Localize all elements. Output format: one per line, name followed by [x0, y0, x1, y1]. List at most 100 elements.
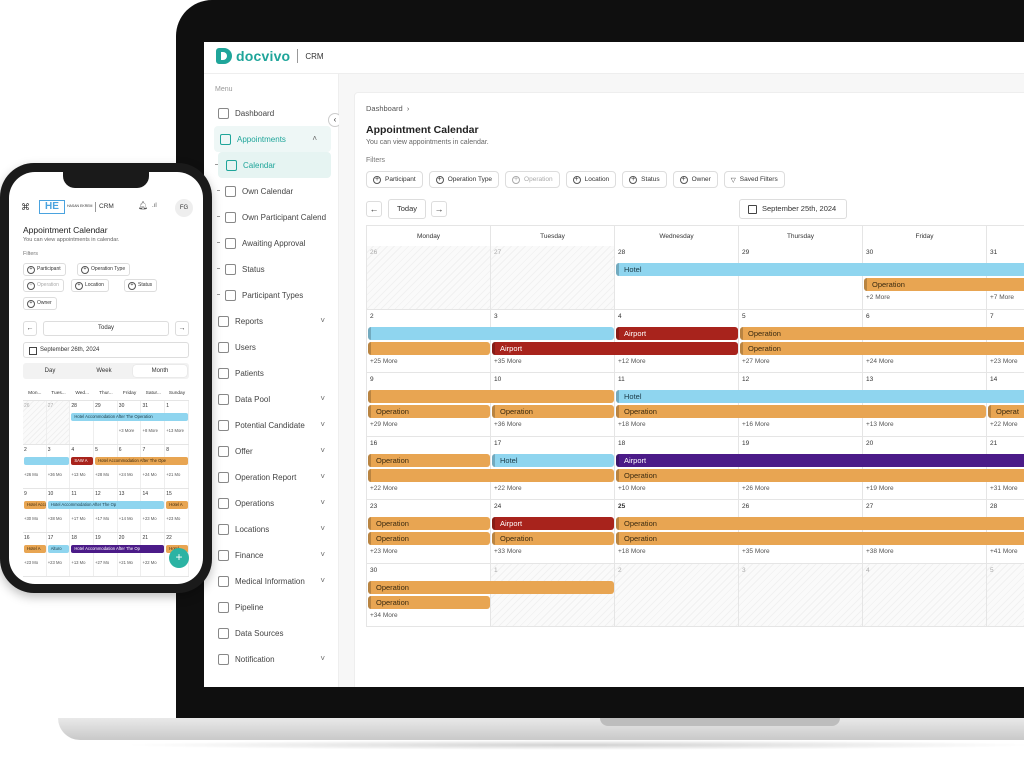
- sidebar-item-medical-information[interactable]: Medical Information ˅: [204, 568, 339, 594]
- calendar-day[interactable]: 26: [367, 246, 491, 309]
- sidebar-item-calendar[interactable]: Calendar: [215, 152, 331, 178]
- calendar-day[interactable]: 26: [739, 500, 863, 563]
- add-appointment-button[interactable]: +: [169, 548, 189, 568]
- filter-status[interactable]: + Status: [622, 171, 667, 188]
- prev-month-button[interactable]: ←: [366, 201, 382, 217]
- calendar-day[interactable]: 17: [491, 436, 615, 499]
- more-events-link[interactable]: +10 More: [618, 484, 646, 492]
- appointment-event[interactable]: Operation: [368, 405, 490, 418]
- more-events-link[interactable]: +8 More: [142, 428, 158, 433]
- calendar-day[interactable]: 5: [739, 309, 863, 372]
- more-events-link[interactable]: +30 Mo: [24, 516, 39, 521]
- breadcrumb-dashboard[interactable]: Dashboard: [366, 104, 403, 113]
- calendar-day[interactable]: 9: [367, 373, 491, 436]
- calendar-day[interactable]: 7: [987, 310, 1024, 373]
- appointment-event[interactable]: Operation: [616, 532, 1024, 545]
- sidebar-item-notification[interactable]: Notification ˅: [204, 646, 339, 672]
- appointment-event[interactable]: Operat: [988, 405, 1024, 418]
- phone-date-picker[interactable]: September 26th, 2024: [23, 342, 189, 358]
- phone-calendar-day[interactable]: 8: [165, 445, 189, 488]
- appointment-event[interactable]: Operation: [368, 532, 490, 545]
- appointment-event[interactable]: Operation: [368, 453, 490, 467]
- more-events-link[interactable]: +29 More: [370, 421, 398, 428]
- calendar-day[interactable]: 27: [491, 246, 615, 309]
- phone-calendar-day[interactable]: 30: [118, 401, 142, 444]
- sidebar-item-operations[interactable]: Operations ˅: [204, 490, 339, 516]
- calendar-day[interactable]: 30: [863, 246, 987, 309]
- sidebar-item-operation-report[interactable]: Operation Report ˅: [204, 464, 339, 490]
- more-events-link[interactable]: +22 More: [370, 484, 398, 492]
- more-events-link[interactable]: +23 Mo: [166, 516, 181, 521]
- calendar-day[interactable]: 4: [863, 563, 987, 626]
- phone-prev-button[interactable]: ←: [23, 321, 37, 336]
- more-events-link[interactable]: +31 More: [990, 484, 1018, 492]
- appointment-event[interactable]: Hotel Accommoda: [24, 501, 46, 509]
- filter-operation[interactable]: + Operation: [505, 171, 560, 188]
- more-events-link[interactable]: +17 Mo: [95, 516, 110, 521]
- appointment-event[interactable]: Airport: [492, 517, 614, 530]
- app-logo[interactable]: docvivo CRM: [216, 48, 324, 64]
- sidebar-item-data-pool[interactable]: Data Pool ˅: [204, 386, 339, 412]
- appointment-event[interactable]: [368, 468, 614, 482]
- sidebar-item-locations[interactable]: Locations ˅: [204, 516, 339, 542]
- phone-calendar-day[interactable]: 28: [70, 401, 95, 444]
- calendar-day[interactable]: 2: [367, 309, 491, 372]
- phone-filter-participant[interactable]: Participant: [23, 263, 66, 276]
- phone-next-button[interactable]: →: [175, 321, 189, 336]
- phone-calendar-day[interactable]: 26: [23, 401, 47, 444]
- appointment-event[interactable]: Operation: [368, 517, 490, 530]
- more-events-link[interactable]: +13 Mo: [71, 560, 86, 565]
- more-events-link[interactable]: +38 Mo: [47, 516, 62, 521]
- phone-calendar-day[interactable]: 14: [142, 489, 166, 532]
- phone-calendar-day[interactable]: 3: [47, 445, 71, 488]
- appointment-event[interactable]: Operation: [616, 517, 1024, 530]
- appointment-event[interactable]: Operation: [616, 468, 1024, 482]
- more-events-link[interactable]: +16 More: [742, 421, 770, 428]
- phone-calendar-day[interactable]: 12: [94, 489, 118, 532]
- calendar-day[interactable]: 11: [615, 373, 739, 436]
- calendar-day[interactable]: 25: [615, 500, 739, 563]
- calendar-day[interactable]: 31: [987, 246, 1024, 309]
- more-events-link[interactable]: +35 More: [742, 548, 770, 555]
- calendar-day[interactable]: 24: [491, 500, 615, 563]
- calendar-day[interactable]: 3: [491, 309, 615, 372]
- sidebar-item-own-calendar[interactable]: Own Calendar: [204, 178, 339, 204]
- more-events-link[interactable]: +2 More: [866, 294, 891, 301]
- more-events-link[interactable]: +22 Mo: [142, 560, 157, 565]
- appointment-event[interactable]: [368, 390, 614, 403]
- date-picker[interactable]: September 25th, 2024: [739, 199, 847, 219]
- appointment-event[interactable]: Operation: [740, 326, 1024, 340]
- sidebar-item-status[interactable]: Status: [204, 256, 339, 282]
- appointment-event[interactable]: Hotel A: [24, 545, 46, 553]
- more-events-link[interactable]: +24 Mo: [142, 472, 157, 477]
- appointment-event[interactable]: Hotel A: [166, 501, 188, 509]
- calendar-day[interactable]: 5: [987, 563, 1024, 626]
- calendar-day[interactable]: 19: [739, 436, 863, 499]
- appointment-event[interactable]: [24, 457, 70, 465]
- phone-calendar-day[interactable]: 6: [118, 445, 142, 488]
- filter-operation-type[interactable]: + Operation Type: [428, 171, 500, 188]
- view-month[interactable]: Month: [133, 365, 187, 377]
- appointment-event[interactable]: Operation: [616, 405, 986, 418]
- appointment-event[interactable]: Operation: [492, 532, 614, 545]
- phone-filter-owner[interactable]: Owner: [23, 297, 57, 310]
- appointment-event[interactable]: Hotel: [616, 390, 1024, 403]
- sidebar-item-potential-candidate[interactable]: Potential Candidate ˅: [204, 412, 339, 438]
- more-events-link[interactable]: +24 More: [866, 357, 894, 365]
- calendar-day[interactable]: 21: [987, 437, 1024, 500]
- calendar-day[interactable]: 12: [739, 373, 863, 436]
- appointment-event[interactable]: Operation: [492, 405, 614, 418]
- more-events-link[interactable]: +25 More: [370, 357, 398, 365]
- appointment-event[interactable]: Hotel Accommodation After The Ope: [95, 457, 188, 465]
- more-events-link[interactable]: +14 Mo: [118, 516, 133, 521]
- sidebar-item-pipeline[interactable]: Pipeline: [204, 594, 339, 620]
- more-events-link[interactable]: +41 More: [990, 548, 1018, 555]
- next-month-button[interactable]: →: [431, 201, 447, 217]
- calendar-day[interactable]: 23: [367, 500, 491, 563]
- calendar-day[interactable]: 4: [615, 309, 739, 372]
- phone-calendar-day[interactable]: 17: [47, 533, 71, 576]
- calendar-day[interactable]: 28: [987, 500, 1024, 563]
- appointment-event[interactable]: Airport: [616, 453, 1024, 467]
- phone-calendar-day[interactable]: 16: [23, 533, 47, 576]
- appointment-event[interactable]: Operation: [368, 595, 490, 609]
